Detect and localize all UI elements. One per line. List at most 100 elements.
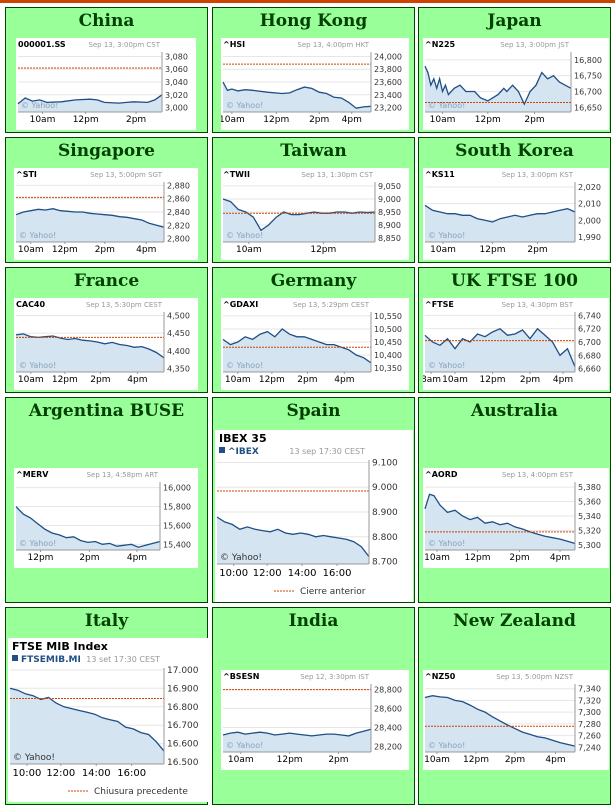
x-tick-label: 14:00: [288, 568, 317, 579]
series-area: [223, 82, 371, 112]
y-tick-label: 2,880: [167, 181, 190, 190]
watermark-label: © Yahoo!: [19, 361, 56, 370]
chart-panel[interactable]: ^MERV Sep 13, 4:58pm ART 15,400 15,600 15,80…: [14, 468, 198, 568]
chart-panel[interactable]: ^AORD Sep 13, 4:00pm EST 5,300 5,320 5,340 5,…: [423, 468, 609, 568]
y-tick-label: 4,400: [167, 347, 190, 356]
x-tick-label: 4pm: [545, 755, 565, 765]
chart-svg: CAC40 Sep 13, 5:30pm CEST 4,350 4,400 4,450 4…: [15, 300, 190, 385]
x-tick-label: 4pm: [136, 245, 156, 255]
market-title[interactable]: Spain: [286, 401, 341, 421]
timestamp-label: 13 sep 17:30 CEST: [289, 447, 365, 456]
chart-panel[interactable]: ^HSI Sep 13, 4:00pm HKT 23,200 23,400 23,600…: [221, 38, 409, 130]
market-cell-uk-ftse-100: UK FTSE 100 ^FTSE Sep 13, 4:30pm BST 6,660 6…: [418, 267, 611, 393]
x-tick-label: 2pm: [505, 755, 525, 765]
chart-panel[interactable]: ^STI Sep 13, 5:00pm SGT 2,800 2,820 2,840 2,8…: [14, 168, 198, 260]
x-tick-label: 12pm: [52, 245, 78, 255]
symbol-label: CAC40: [16, 300, 46, 309]
chart-panel[interactable]: ^KS11 Sep 13, 3:00pm KST 1,990 2,000 2,010 2,…: [423, 168, 609, 260]
x-tick-label: 4pm: [127, 375, 147, 385]
y-tick-label: 2,000: [578, 216, 601, 225]
chart-panel[interactable]: ^TWII Sep 13, 1:30pm CST 8,850 8,900 8,950 9,…: [221, 168, 409, 260]
x-tick-label: 16:00: [117, 768, 146, 779]
x-tick-label: 10am: [442, 375, 468, 385]
watermark-label: © Yahoo!: [428, 101, 465, 110]
symbol-label: ^NZ50: [425, 672, 456, 681]
chart-svg: ^NZ50 Sep 13, 5:00pm NZST 7,240 7,260 7,280 7…: [424, 672, 601, 765]
y-tick-label: 7,320: [578, 696, 601, 705]
market-cell-france: France CAC40 Sep 13, 5:30pm CEST 4,350 4,400…: [5, 267, 208, 393]
market-title[interactable]: China: [78, 11, 135, 31]
y-tick-label: 16,750: [574, 72, 602, 81]
x-tick-label: 2pm: [509, 553, 529, 563]
y-tick-label: 5,360: [578, 498, 601, 507]
symbol-label[interactable]: FTSEMIB.MI: [21, 655, 81, 665]
symbol-label: ^HSI: [223, 40, 245, 49]
x-tick-label: 4pm: [550, 553, 570, 563]
y-tick-label: 2,820: [167, 221, 190, 230]
market-title[interactable]: Germany: [270, 271, 357, 291]
y-tick-label: 10,400: [374, 351, 402, 360]
chart-panel[interactable]: ^BSESN Sep 12, 3:30pm IST 28,200 28,400 28,6…: [221, 670, 409, 770]
symbol-label: ^FTSE: [425, 300, 454, 309]
y-tick-label: 6,740: [578, 311, 601, 320]
market-title[interactable]: UK FTSE 100: [451, 271, 578, 291]
timestamp-label: Sep 13, 4:58pm ART: [87, 471, 159, 479]
series-line: [424, 493, 576, 545]
x-tick-label: 2pm: [126, 115, 146, 125]
chart-svg: FTSE MIB Index FTSEMIB.MI 13 set 17:30 CES…: [9, 640, 199, 797]
y-tick-label: 7,280: [578, 720, 601, 729]
chart-panel[interactable]: ^FTSE Sep 13, 4:30pm BST 6,660 6,680 6,700 6,…: [423, 298, 609, 390]
y-tick-label: 28,600: [374, 705, 402, 714]
market-title[interactable]: Italy: [84, 611, 129, 631]
y-tick-label: 5,340: [578, 512, 601, 521]
market-title[interactable]: New Zealand: [453, 611, 576, 631]
chart-panel[interactable]: ^NZ50 Sep 13, 5:00pm NZST 7,240 7,260 7,280 7…: [423, 670, 609, 770]
chart-panel[interactable]: ^N225 Sep 13, 3:00pm JST 16,650 16,700 16,75…: [423, 38, 609, 130]
x-tick-label: 12:00: [253, 568, 282, 579]
chart-panel[interactable]: 000001.SS Sep 13, 3:00pm CST 3,000 3,020 3,0…: [16, 38, 196, 130]
symbol-label: ^BSESN: [223, 672, 259, 681]
y-tick-label: 28,200: [374, 742, 402, 751]
x-tick-label: 4pm: [127, 553, 147, 563]
symbol-label[interactable]: ^IBEX: [228, 447, 259, 457]
series-area: [425, 66, 571, 112]
chart-panel[interactable]: IBEX 35 ^IBEX 13 sep 17:30 CEST 8.700 8.800 8…: [215, 430, 413, 602]
timestamp-label: Sep 12, 3:30pm IST: [300, 673, 369, 681]
market-title[interactable]: Hong Kong: [259, 11, 368, 31]
x-tick-label: 10am: [221, 115, 245, 125]
market-title[interactable]: France: [73, 271, 140, 291]
series-area: [223, 199, 375, 242]
series-area: [425, 494, 575, 550]
market-title[interactable]: Australia: [471, 401, 558, 421]
market-title[interactable]: India: [288, 611, 339, 631]
chart-panel[interactable]: ^GDAXI Sep 13, 5:29pm CEST 10,350 10,400 10,…: [221, 298, 409, 390]
market-title[interactable]: Singapore: [58, 141, 155, 161]
y-tick-label: 1,990: [578, 233, 601, 242]
watermark-label: © Yahoo!: [428, 231, 465, 240]
y-tick-label: 2,800: [167, 235, 190, 244]
timestamp-label: Sep 13, 4:00pm HKT: [297, 41, 369, 49]
y-tick-label: 16.600: [167, 740, 199, 750]
y-tick-label: 9,050: [378, 182, 401, 191]
y-tick-label: 7,300: [578, 708, 601, 717]
y-tick-label: 16,800: [574, 56, 602, 65]
market-title[interactable]: Taiwan: [280, 141, 347, 161]
series-area: [425, 695, 575, 752]
chart-panel[interactable]: CAC40 Sep 13, 5:30pm CEST 4,350 4,400 4,450 4…: [14, 298, 198, 390]
x-tick-label: 10am: [430, 115, 456, 125]
chart-svg: ^STI Sep 13, 5:00pm SGT 2,800 2,820 2,840 2,8…: [15, 170, 190, 255]
chart-svg: ^KS11 Sep 13, 3:00pm KST 1,990 2,000 2,010 2,…: [424, 170, 601, 255]
watermark-label: © Yahoo!: [19, 539, 56, 548]
watermark-label: © Yahoo!: [21, 101, 58, 110]
market-cell-japan: Japan ^N225 Sep 13, 3:00pm JST 16,650 16,700…: [418, 7, 611, 133]
market-title[interactable]: Japan: [487, 11, 542, 31]
x-tick-label: 8am: [423, 375, 441, 385]
market-title[interactable]: Argentina BUSE: [28, 401, 185, 421]
x-tick-label: 12pm: [463, 755, 489, 765]
market-title[interactable]: South Korea: [455, 141, 574, 161]
y-tick-label: 24,000: [374, 52, 402, 61]
chart-panel[interactable]: FTSE MIB Index FTSEMIB.MI 13 set 17:30 CES…: [8, 638, 208, 802]
y-tick-label: 28,400: [374, 723, 402, 732]
series-line: [15, 506, 161, 548]
market-cell-australia: Australia ^AORD Sep 13, 4:00pm EST 5,300 5,3…: [418, 397, 611, 603]
